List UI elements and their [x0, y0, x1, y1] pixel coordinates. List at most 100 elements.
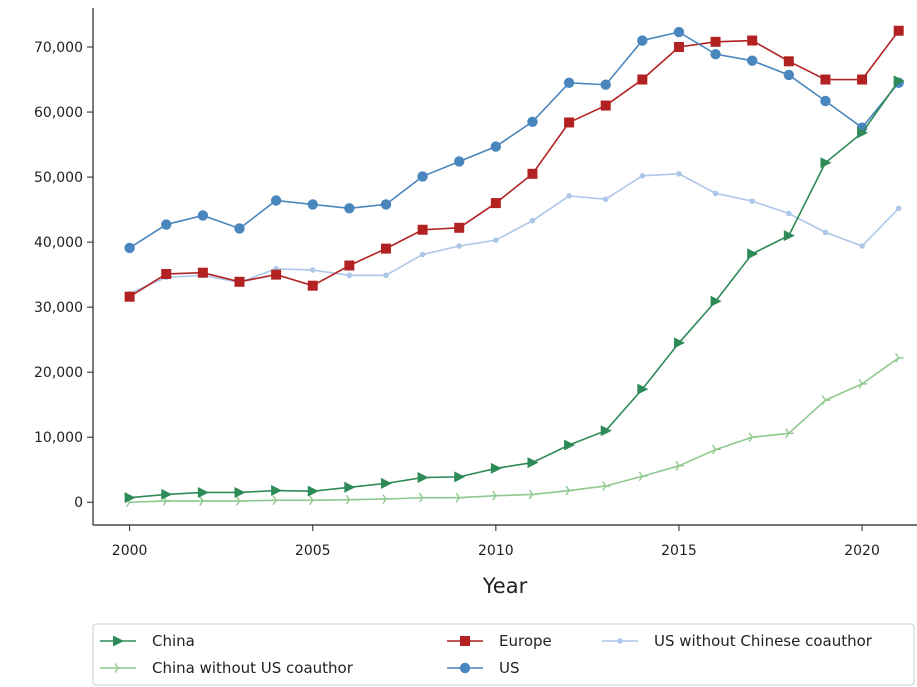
- data-point: [454, 471, 466, 483]
- data-point: [344, 481, 356, 493]
- data-point: [747, 248, 759, 260]
- data-point: [786, 210, 792, 217]
- data-point: [639, 172, 646, 179]
- data-point: [712, 190, 719, 197]
- x-axis-title: Year: [482, 574, 528, 598]
- data-point: [785, 428, 794, 439]
- data-point: [493, 237, 499, 243]
- data-point: [454, 222, 465, 233]
- data-point: [600, 100, 611, 111]
- data-point: [710, 48, 721, 60]
- data-point: [382, 494, 391, 504]
- legend-entry: US without Chinese coauthor: [602, 632, 873, 650]
- series-line: [129, 173, 900, 295]
- data-point: [710, 36, 721, 47]
- data-point: [490, 141, 502, 152]
- series-line: [129, 357, 900, 504]
- series-line: [129, 30, 900, 298]
- y-ticks: 0 10,000 20,000 30,000 40,000 50,000 60,000 70,…: [34, 40, 93, 511]
- data-point: [417, 224, 428, 235]
- y-tick-label: 0: [74, 495, 83, 511]
- series-us-without-chinese-coauthor: [126, 171, 902, 297]
- data-point: [383, 272, 389, 279]
- legend-label: China without US coauthor: [152, 659, 354, 677]
- data-point: [234, 486, 246, 498]
- data-point: [419, 492, 428, 503]
- legend-label: Europe: [499, 632, 552, 650]
- y-tick-label: 50,000: [34, 170, 83, 186]
- data-point: [456, 243, 463, 249]
- y-tick-label: 70,000: [34, 40, 83, 56]
- data-point: [271, 269, 282, 280]
- series-line: [129, 31, 900, 249]
- y-tick-label: 30,000: [34, 300, 83, 316]
- axes: [92, 8, 917, 526]
- legend-entry: China: [100, 632, 195, 650]
- data-point: [492, 490, 501, 501]
- data-point: [857, 74, 868, 85]
- data-point: [565, 485, 575, 496]
- data-point: [307, 199, 318, 210]
- data-point: [783, 56, 794, 67]
- data-point: [711, 444, 721, 455]
- data-point: [197, 267, 208, 278]
- y-tick-label: 10,000: [34, 430, 83, 446]
- data-point: [747, 35, 758, 46]
- series-us: [124, 26, 904, 254]
- data-point: [344, 260, 355, 271]
- data-point: [895, 205, 902, 212]
- data-point: [527, 457, 539, 469]
- data-point: [234, 223, 245, 234]
- data-point: [638, 471, 648, 482]
- data-point: [859, 243, 865, 249]
- x-tick-label: 2015: [661, 543, 697, 559]
- data-point: [490, 198, 501, 209]
- data-point: [821, 395, 831, 406]
- data-point: [676, 171, 682, 177]
- data-point: [161, 219, 172, 230]
- series-line: [129, 80, 900, 499]
- data-point: [564, 117, 575, 128]
- data-point: [417, 171, 428, 182]
- data-point: [673, 337, 685, 349]
- x-ticks: 2000 2005 2010 2015 2020: [112, 525, 880, 559]
- x-tick-label: 2005: [295, 543, 331, 559]
- data-point: [270, 195, 282, 206]
- x-tick-label: 2000: [112, 543, 148, 559]
- data-point: [783, 69, 795, 81]
- data-point: [417, 472, 429, 484]
- data-point: [748, 432, 758, 443]
- legend-label: China: [152, 632, 195, 650]
- data-point: [563, 77, 575, 88]
- data-point: [271, 485, 283, 497]
- data-point: [675, 460, 684, 471]
- series-china: [124, 75, 905, 504]
- x-tick-label: 2010: [478, 543, 514, 559]
- data-point: [197, 486, 209, 498]
- data-point: [124, 291, 135, 302]
- data-point: [747, 55, 758, 66]
- data-point: [528, 489, 538, 500]
- legend-label: US without Chinese coauthor: [654, 632, 873, 650]
- data-point: [161, 488, 173, 500]
- data-point: [527, 168, 538, 179]
- data-point: [309, 495, 318, 506]
- data-point: [564, 439, 576, 451]
- legend-frame: [92, 623, 915, 686]
- data-point: [637, 383, 649, 395]
- data-point: [197, 210, 209, 221]
- legend-marker: [459, 662, 471, 674]
- data-point: [710, 295, 722, 307]
- data-point: [161, 268, 172, 279]
- data-point: [820, 95, 831, 107]
- data-point: [893, 25, 904, 36]
- data-point: [380, 199, 392, 210]
- data-point: [527, 116, 538, 128]
- data-point: [600, 425, 612, 437]
- data-point: [602, 481, 611, 491]
- legend-entry: Europe: [447, 632, 552, 650]
- data-point: [857, 127, 869, 139]
- legend-entry: US: [447, 659, 520, 677]
- data-point: [344, 203, 355, 214]
